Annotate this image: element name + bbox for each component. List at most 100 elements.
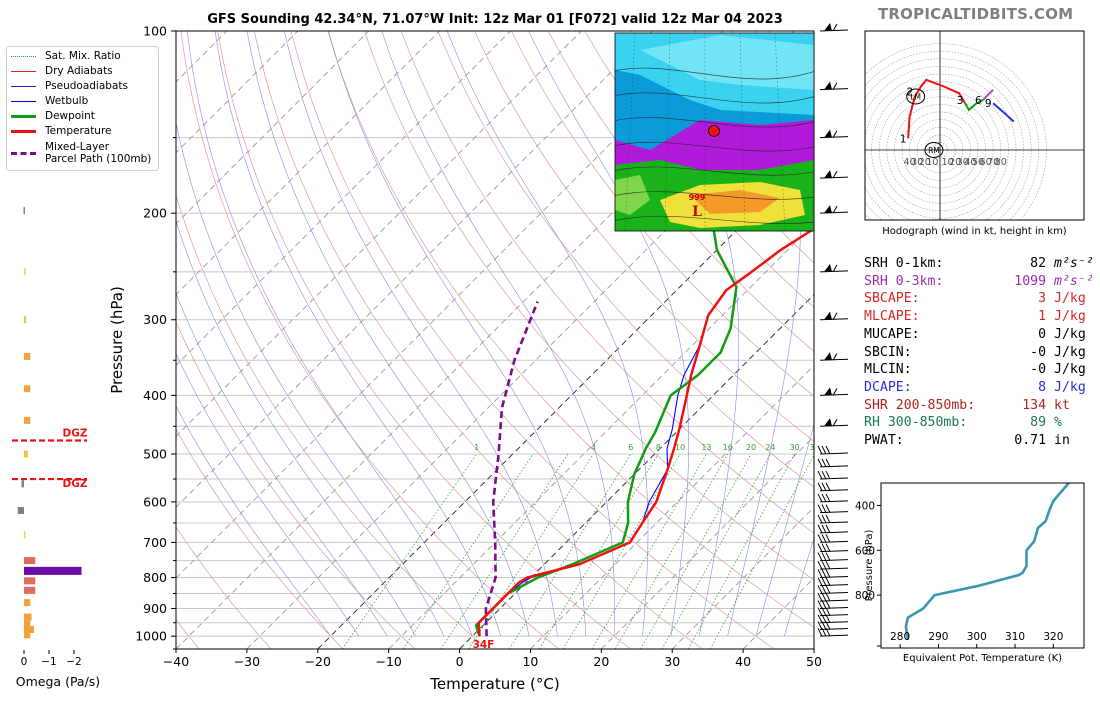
stat-value: 82 m²s⁻² [1030,255,1094,273]
barb-feather [822,544,826,552]
mixing-ratio-label: 4 [591,443,596,452]
dry-adiabat [181,31,559,649]
omega-bar [24,451,28,458]
storm-motion-label: LM [910,92,921,101]
map-low-label: L [692,204,702,220]
theta-y-tick-label: 400 [855,500,875,512]
barb-flag [824,352,832,360]
barb-feather [826,608,830,616]
barb-feather [822,600,826,608]
barb-feather [818,494,822,502]
stat-label: RH 300-850mb: [864,414,967,432]
stat-value: 0.71 in [1014,432,1094,450]
wind-barb [820,23,848,31]
barb-shaft [820,592,848,593]
barb-shaft [820,466,848,467]
barb-shaft [820,560,848,561]
barb-feather [826,561,830,569]
barb-feather [818,600,822,608]
omega-bar [24,557,35,564]
y-tick-label: 100 [143,24,167,39]
map-low-pressure: 999 [689,193,706,202]
barb-feather [826,515,830,523]
legend-label: Pseudoadiabats [45,80,128,92]
legend-label: Wetbulb [45,95,88,107]
barb-feather [818,505,822,513]
x-tick-label: 10 [522,654,538,669]
wind-barb [818,525,848,533]
stat-unit: J/kg [1054,326,1094,344]
legend-swatch [11,71,36,72]
mixing-ratio-label: 1 [474,443,479,452]
barb-feather [822,515,826,523]
barb-shaft [820,490,848,491]
legend-item: Pseudoadiabats [11,80,128,92]
barb-feather [818,553,822,561]
stat-value: 89 % [1030,414,1094,432]
y-tick-label: 600 [143,494,167,509]
legend-swatch [11,101,36,102]
x-axis-label: Temperature (°C) [429,675,559,693]
barb-feather [822,494,826,502]
omega-bar [24,316,26,323]
barb-shaft [820,522,848,523]
mixing-ratio-label: 10 [675,443,685,452]
barb-feather [826,525,830,533]
wind-barb [820,82,848,90]
mixing-ratio-line [688,454,794,649]
stat-label: MUCAPE: [864,326,920,344]
omega-bar [24,614,32,621]
legend-swatch [11,56,36,57]
y-tick-label: 400 [143,388,167,403]
pseudoadiabat [163,31,445,636]
barb-feather [818,585,822,593]
y-axis-label: Pressure (hPa) [108,286,126,394]
wind-barb [818,515,848,523]
theta-tick-label: 290 [928,631,948,643]
omega-bar [24,587,35,594]
omega-bar [18,507,24,514]
barb-feather [822,471,826,479]
legend-label: Dry Adiabats [45,65,113,77]
barb-feather [822,608,826,616]
theta-tick-label: 310 [1005,631,1025,643]
hodo-frame [865,31,1084,220]
wind-barb [820,205,848,213]
barb-feather [818,515,822,523]
stat-row: SBCAPE:3 J/kg [864,290,1094,308]
barb-shaft [820,532,848,533]
stat-label: SBCIN: [864,344,912,362]
mixing-ratio-line [710,454,814,649]
x-tick-label: −20 [305,654,331,669]
wind-barb [818,471,848,479]
wind-barb [820,352,848,360]
omega-axis-label: Omega (Pa/s) [16,674,100,689]
hodo-tick-label: 10 [926,157,938,168]
stat-unit: % [1054,414,1094,432]
stat-unit: J/kg [1054,361,1094,379]
barb-shaft [820,629,848,630]
barb-feather [818,446,822,454]
stat-value: -0 J/kg [1030,361,1094,379]
barb-flag [824,387,832,395]
theta-y-label: Pressure (hPa) [864,530,875,602]
mixing-ratio-label: 36 [809,443,819,452]
barb-feather [826,578,830,586]
stat-row: SBCIN:-0 J/kg [864,344,1094,362]
hodo-height-label: 9 [985,98,992,110]
site-brand: TROPICALTIDBITS.COM [878,5,1073,23]
theta-tick-label: 320 [1043,631,1063,643]
barb-feather [826,544,830,552]
barb-feather [826,505,830,513]
legend-swatch [11,115,36,118]
mixing-ratio-label: 8 [656,443,661,452]
series-mixed-layer-parcel-path-100mb- [486,302,538,637]
chart-title: GFS Sounding 42.34°N, 71.07°W Init: 12z … [207,12,783,27]
omega-bar [24,621,30,628]
stat-value: 134 kt [1022,397,1094,415]
barb-feather [818,525,822,533]
hodo-caption: Hodograph (wind in kt, height in km) [882,226,1067,237]
stat-unit: J/kg [1054,308,1094,326]
legend-item: Dry Adiabats [11,65,113,77]
pseudoadiabat [382,31,615,636]
